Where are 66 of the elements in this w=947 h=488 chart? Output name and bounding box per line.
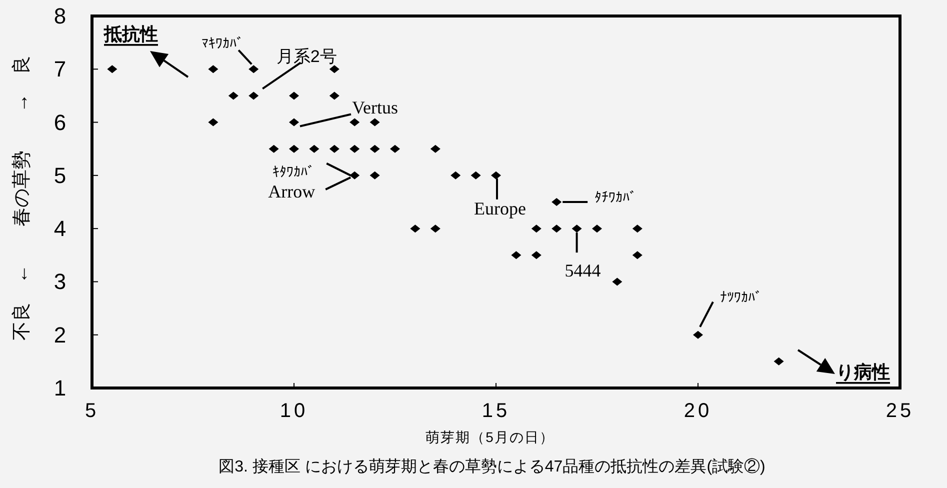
point: [693, 330, 703, 339]
point: [350, 118, 360, 126]
annotation: Vertus: [352, 97, 398, 118]
point: [410, 224, 420, 233]
point: [289, 144, 299, 153]
point: [268, 144, 279, 153]
y-tick-label: 2: [54, 322, 66, 348]
point: [370, 144, 380, 153]
point: [208, 118, 218, 126]
y-tick-label: 7: [54, 56, 66, 82]
point: [531, 224, 542, 233]
point: [430, 144, 440, 153]
x-tick-label: 5: [84, 400, 100, 422]
point: [430, 224, 440, 233]
x-tick-label: 20: [684, 400, 712, 422]
point: [248, 92, 259, 100]
point: [329, 92, 340, 100]
point: [370, 118, 380, 126]
point: [552, 224, 562, 233]
annotation: ｷﾀﾜｶﾊﾞ: [272, 163, 315, 180]
point: [632, 251, 642, 260]
point: [511, 251, 522, 260]
point: [289, 92, 299, 100]
annotation: り病性: [836, 362, 890, 382]
text: 図3. 接種区 における萌芽期と春の草勢による47品種の抵抗性の差異(試験②): [218, 458, 766, 476]
y-tick-label: 1: [54, 376, 66, 400]
point: [350, 171, 360, 180]
point: [309, 144, 320, 153]
point: [228, 92, 238, 100]
x-tick-label: 15: [482, 400, 510, 422]
point: [289, 118, 299, 126]
annotation: 抵抗性: [103, 24, 158, 44]
annotation: 月系2号: [276, 47, 337, 66]
point: [552, 198, 562, 206]
point: [329, 65, 340, 74]
annotation: Europe: [474, 198, 526, 218]
point: [531, 251, 542, 260]
x-axis-title: 萌芽期（5月の日）: [426, 429, 554, 445]
y-axis-title: 不良 ← 春の草勢 → 良: [10, 56, 32, 340]
point: [632, 224, 642, 233]
y-tick-label: 3: [54, 269, 66, 294]
annotation: ﾏｷﾜｶﾊﾞ: [202, 35, 244, 52]
point: [208, 65, 218, 74]
x-tick-label: 25: [886, 400, 914, 422]
point: [450, 171, 461, 180]
y-tick-label: 6: [54, 110, 66, 135]
annotation: ﾀﾁﾜｶﾊﾞ: [594, 189, 637, 205]
point: [572, 224, 582, 233]
annotation: ﾅﾂﾜｶﾊﾞ: [720, 288, 762, 305]
point: [329, 144, 340, 153]
y-tick-label: 8: [54, 4, 66, 28]
point: [470, 171, 481, 180]
point: [491, 171, 501, 180]
annotation: Arrow: [268, 181, 316, 202]
point: [370, 171, 380, 180]
point: [612, 278, 622, 286]
point: [107, 65, 118, 74]
point: [248, 65, 259, 74]
point: [774, 357, 784, 366]
point: [390, 144, 400, 153]
annotation: 5444: [564, 260, 601, 281]
point: [350, 144, 360, 153]
y-tick-label: 5: [54, 162, 66, 188]
y-tick-label: 4: [54, 216, 66, 242]
point: [592, 224, 602, 233]
x-tick-label: 10: [280, 400, 308, 422]
